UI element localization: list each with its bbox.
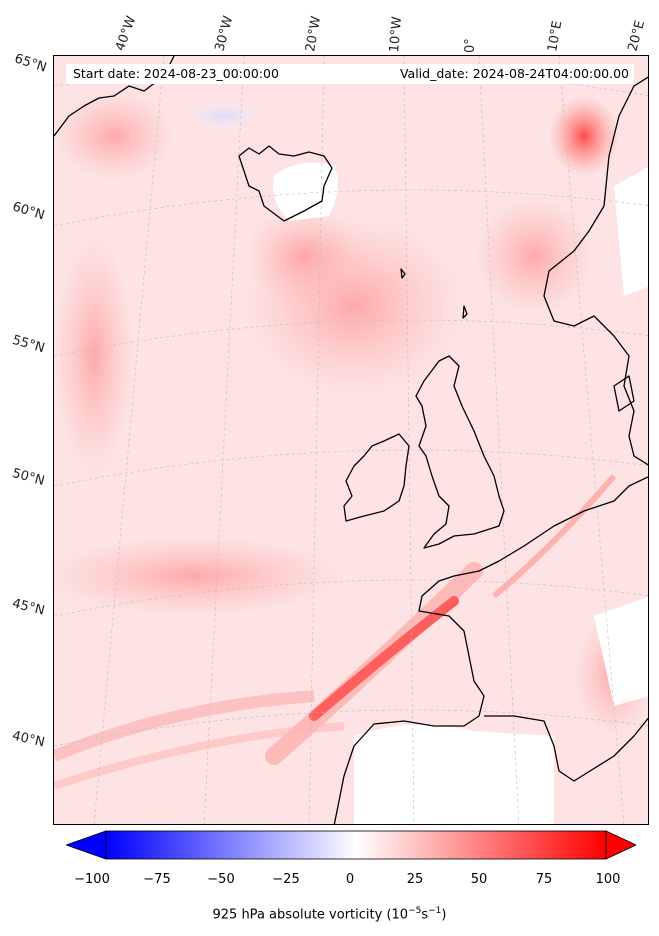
colorbar-label-text: 925 hPa absolute vorticity (10 <box>212 907 409 923</box>
colorbar-label: 925 hPa absolute vorticity (10−5s−1) <box>0 906 659 922</box>
colorbar-tick: 75 <box>535 872 553 887</box>
lon-label-10e: 10°E <box>545 19 566 54</box>
colorbar-label-end: ) <box>441 907 447 923</box>
colorbar-tick: 50 <box>470 872 488 887</box>
colorbar-svg <box>64 830 637 860</box>
scandinavia-coast <box>543 76 648 466</box>
lat-label-60n: 60°N <box>10 199 47 224</box>
lon-label-30w: 30°W <box>212 14 237 53</box>
lat-label-50n: 50°N <box>10 466 47 489</box>
valid-date-label: Valid_date: 2024-08-24T04:00:00.00 <box>399 66 629 81</box>
lon-label-20e: 20°E <box>625 18 649 53</box>
colorbar-tick: −75 <box>143 872 171 887</box>
mediterranean-coast <box>484 715 648 782</box>
colorbar-label-unit: s <box>421 907 429 923</box>
ireland-coast <box>343 433 410 522</box>
lon-label-20w: 20°W <box>303 15 325 54</box>
lon-label-10w: 10°W <box>387 15 406 53</box>
field-features <box>54 91 648 824</box>
lat-label-65n: 65°N <box>12 51 49 76</box>
colorbar-label-exp2: −1 <box>428 906 442 916</box>
colorbar-tick: 100 <box>595 872 621 887</box>
lat-label-55n: 55°N <box>10 332 47 357</box>
colorbar-label-exp1: −5 <box>408 906 422 916</box>
lat-label-45n: 45°N <box>10 596 47 619</box>
colorbar-tick: 25 <box>406 872 424 887</box>
colorbar-tick: −25 <box>272 872 300 887</box>
map-panel <box>53 55 649 825</box>
lon-label-40w: 40°W <box>112 14 140 53</box>
colorbar-tick: 0 <box>345 872 355 887</box>
field-background <box>54 56 648 824</box>
vorticity-field <box>54 56 648 824</box>
colorbar-min-extend <box>64 830 107 860</box>
colorbar-max-extend <box>605 830 637 860</box>
colorbar-gradient <box>105 830 607 860</box>
start-date-label: Start date: 2024-08-23_00:00:00 <box>73 66 279 81</box>
colorbar <box>64 830 637 860</box>
colorbar-tick: −50 <box>207 872 235 887</box>
europe-coast <box>333 525 555 824</box>
header-strip <box>66 64 634 84</box>
iceland-coast <box>238 145 333 222</box>
great-britain-coast <box>415 355 505 549</box>
colorbar-tick: −100 <box>74 872 110 887</box>
lon-label-0: 0° <box>463 38 478 53</box>
lat-label-40n: 40°N <box>10 728 47 751</box>
